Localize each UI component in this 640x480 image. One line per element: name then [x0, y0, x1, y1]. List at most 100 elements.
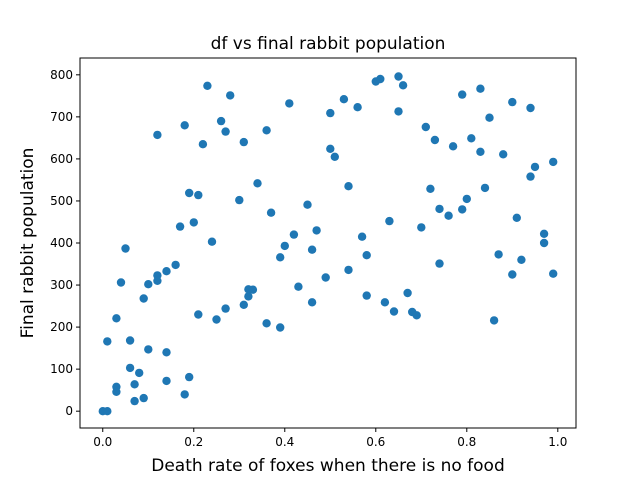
data-point: [530, 162, 540, 172]
y-tick-label: 600: [50, 152, 73, 166]
y-tick-label: 800: [50, 68, 73, 82]
x-axis: 0.0 0.2 0.4 0.6 0.8 1.0: [93, 428, 567, 449]
data-point: [130, 396, 139, 406]
data-point: [435, 259, 444, 268]
data-points: [98, 72, 558, 416]
data-point: [526, 103, 535, 113]
x-tick-label: 1.0: [548, 435, 567, 449]
data-point: [103, 337, 112, 346]
data-point: [144, 280, 153, 289]
data-point: [139, 294, 148, 303]
data-point: [380, 298, 390, 307]
data-point: [125, 336, 135, 345]
data-point: [362, 251, 371, 260]
data-point: [430, 135, 440, 145]
data-point: [175, 222, 185, 231]
data-point: [221, 304, 230, 313]
data-point: [517, 255, 526, 264]
data-point: [216, 116, 226, 126]
y-tick-label: 100: [50, 362, 73, 376]
data-point: [262, 319, 271, 328]
data-point: [189, 218, 198, 227]
data-point: [266, 208, 276, 217]
data-point: [194, 190, 203, 200]
data-point: [103, 407, 112, 416]
data-point: [185, 372, 194, 382]
x-tick-label: 0.8: [457, 435, 476, 449]
data-point: [212, 315, 221, 324]
data-point: [417, 223, 426, 232]
data-point: [289, 230, 299, 239]
data-point: [276, 253, 285, 262]
data-point: [280, 241, 289, 251]
data-point: [121, 244, 130, 253]
data-point: [485, 113, 494, 122]
y-tick-label: 200: [50, 320, 73, 334]
data-point: [312, 226, 321, 235]
data-point: [508, 97, 517, 107]
data-point: [135, 368, 144, 378]
data-point: [549, 157, 558, 167]
data-point: [344, 182, 353, 191]
data-point: [480, 183, 490, 193]
data-point: [239, 300, 248, 309]
data-point: [476, 84, 485, 93]
data-point: [344, 265, 353, 275]
data-point: [421, 122, 430, 132]
data-point: [435, 204, 444, 214]
data-point: [444, 211, 453, 220]
data-point: [239, 137, 248, 147]
data-point: [489, 316, 499, 325]
data-point: [285, 99, 294, 108]
data-point: [130, 380, 139, 389]
y-tick-label: 0: [65, 404, 73, 418]
data-point: [462, 194, 471, 204]
data-point: [153, 271, 162, 280]
data-point: [376, 74, 385, 84]
y-tick-label: 500: [50, 194, 73, 208]
data-point: [326, 144, 335, 153]
data-point: [180, 390, 189, 399]
data-point: [467, 134, 476, 143]
data-point: [244, 292, 253, 301]
data-point: [539, 229, 549, 238]
data-point: [248, 285, 258, 294]
data-point: [398, 81, 408, 90]
data-point: [253, 179, 262, 188]
data-point: [394, 107, 403, 116]
data-point: [412, 311, 421, 320]
data-point: [276, 323, 285, 332]
data-point: [303, 200, 312, 209]
data-point: [203, 81, 212, 91]
data-point: [125, 363, 135, 373]
data-point: [226, 91, 235, 100]
data-point: [448, 142, 458, 151]
chart-title: df vs final rabbit population: [211, 34, 446, 54]
data-point: [112, 382, 121, 391]
data-point: [426, 184, 435, 193]
data-point: [549, 269, 558, 278]
y-axis-label: Final rabbit population: [18, 148, 38, 339]
data-point: [139, 393, 148, 403]
data-point: [171, 260, 180, 270]
data-point: [508, 270, 517, 279]
data-point: [162, 267, 171, 276]
data-point: [221, 127, 230, 136]
data-point: [458, 90, 467, 99]
data-point: [357, 232, 367, 241]
data-point: [153, 130, 162, 140]
data-point: [307, 298, 317, 307]
data-point: [162, 348, 171, 357]
data-point: [476, 147, 485, 156]
data-point: [330, 152, 339, 161]
data-point: [144, 345, 153, 354]
data-point: [389, 307, 399, 316]
data-point: [499, 150, 508, 159]
y-axis: 0 100 200 300 400 500 600 700 800: [50, 68, 80, 418]
data-point: [321, 273, 330, 282]
x-tick-label: 0.6: [366, 435, 385, 449]
data-point: [294, 282, 303, 291]
data-point: [194, 310, 203, 319]
y-tick-label: 300: [50, 278, 73, 292]
